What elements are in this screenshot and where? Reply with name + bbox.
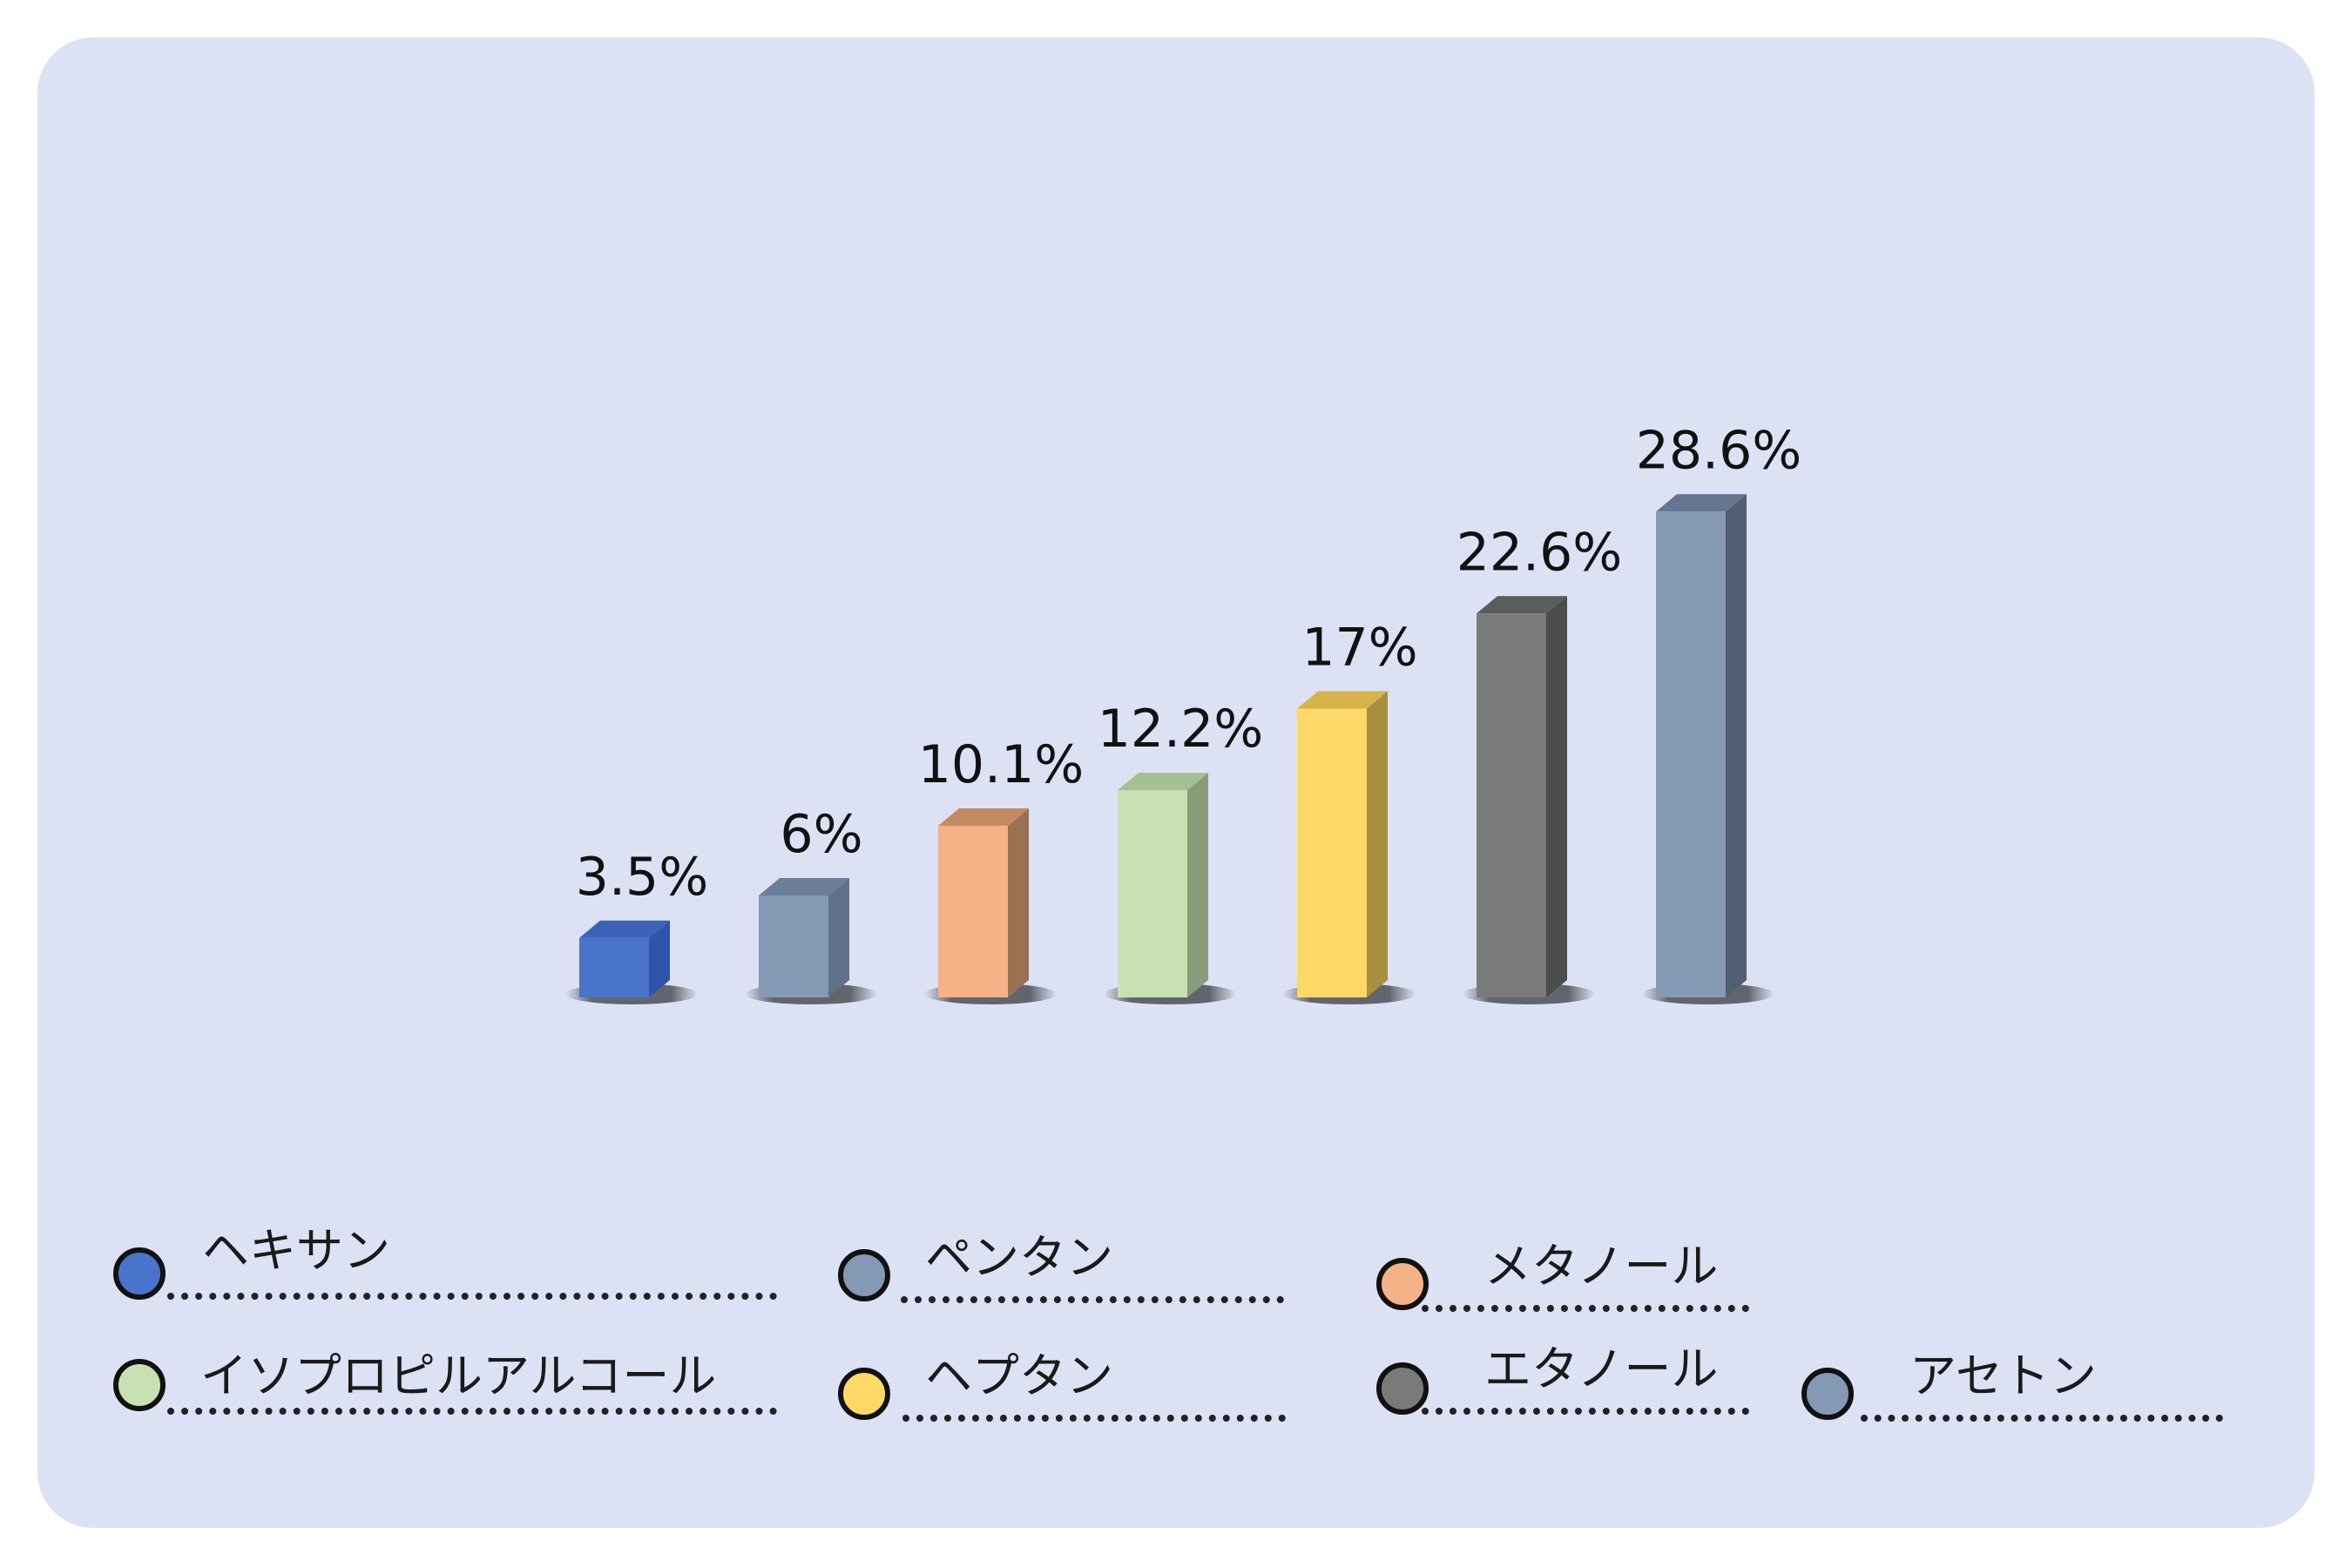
legend-swatch-hexane <box>113 1247 166 1300</box>
value-label-heptane: 17% <box>1301 618 1417 679</box>
bars-layer <box>565 494 1774 1004</box>
legend-leader-acetone <box>1861 1415 2223 1422</box>
bar-side-ethanol <box>1546 596 1567 997</box>
bar-side-heptane <box>1367 691 1388 997</box>
legend-swatch-methanol <box>1376 1258 1429 1310</box>
legend-label-hexane: ヘキサン <box>202 1223 390 1278</box>
bar-top-ethanol <box>1477 596 1567 614</box>
legend-leader-hexane <box>167 1293 777 1300</box>
bar-top-acetone <box>1656 494 1747 512</box>
legend-leader-heptane <box>902 1415 1286 1422</box>
value-label-isopropyl-alcohol: 12.2% <box>1098 699 1264 760</box>
legend-swatch-ethanol <box>1376 1362 1429 1415</box>
legend-swatch-heptane <box>838 1368 890 1420</box>
legend-label-heptane: ヘプタン <box>925 1348 1113 1403</box>
value-label-methanol: 10.1% <box>918 734 1085 795</box>
value-labels-layer: 3.5% 6% 10.1%12.2% 17% 22.6%28.6% <box>576 420 1802 907</box>
value-label-pentane: 6% <box>780 804 862 865</box>
value-label-acetone: 28.6% <box>1636 420 1802 481</box>
bar-side-acetone <box>1726 494 1747 997</box>
legend-leader-methanol <box>1422 1305 1749 1312</box>
legend-label-pentane: ペンタン <box>925 1230 1113 1285</box>
bar-pentane <box>759 896 828 997</box>
legend-label-isopropyl-alcohol: イソプロピルアルコール <box>200 1348 717 1403</box>
legend-leader-ethanol <box>1422 1408 1749 1415</box>
legend-leader-isopropyl-alcohol <box>167 1408 777 1415</box>
bar-isopropyl-alcohol <box>1118 790 1187 997</box>
bar-heptane <box>1297 708 1367 997</box>
bar-acetone <box>1656 511 1726 997</box>
value-label-ethanol: 22.6% <box>1456 522 1623 583</box>
bar-hexane <box>579 937 649 997</box>
legend-swatch-isopropyl-alcohol <box>113 1359 166 1411</box>
value-label-hexane: 3.5% <box>576 847 708 908</box>
legend-label-ethanol: エタノール <box>1484 1342 1719 1396</box>
legend-label-acetone: アセトン <box>1909 1348 2097 1403</box>
bar-side-hexane <box>649 920 670 997</box>
legend-swatch-acetone <box>1801 1368 1854 1420</box>
bar-top-methanol <box>938 808 1029 827</box>
legend-label-methanol: メタノール <box>1484 1239 1719 1294</box>
bar-ethanol <box>1477 613 1546 997</box>
bar-top-isopropyl-alcohol <box>1118 773 1208 791</box>
bar-side-isopropyl-alcohol <box>1187 773 1208 997</box>
bar-side-pentane <box>828 878 849 997</box>
legend-swatch-pentane <box>838 1249 890 1301</box>
bar-side-methanol <box>1008 808 1029 997</box>
bar-top-heptane <box>1297 691 1388 709</box>
legend-leader-pentane <box>901 1296 1284 1303</box>
bar-methanol <box>938 826 1008 997</box>
bar-top-hexane <box>579 920 670 938</box>
bar-top-pentane <box>759 878 849 896</box>
